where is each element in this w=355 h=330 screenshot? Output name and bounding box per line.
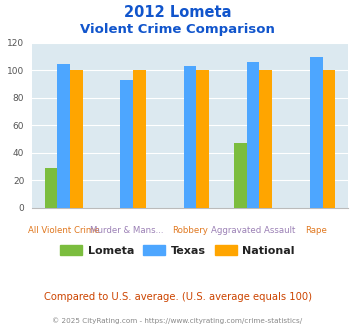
Bar <box>133 70 146 208</box>
Text: All Violent Crime: All Violent Crime <box>28 226 99 235</box>
Bar <box>45 168 57 208</box>
Bar <box>70 70 82 208</box>
Text: Robbery: Robbery <box>172 226 208 235</box>
Bar <box>184 66 196 208</box>
Bar <box>247 62 260 208</box>
Legend: Lometa, Texas, National: Lometa, Texas, National <box>56 240 299 260</box>
Text: © 2025 CityRating.com - https://www.cityrating.com/crime-statistics/: © 2025 CityRating.com - https://www.city… <box>53 317 302 324</box>
Text: Rape: Rape <box>305 226 327 235</box>
Text: Compared to U.S. average. (U.S. average equals 100): Compared to U.S. average. (U.S. average … <box>44 292 311 302</box>
Text: Violent Crime Comparison: Violent Crime Comparison <box>80 23 275 36</box>
Bar <box>120 80 133 208</box>
Bar <box>234 143 247 208</box>
Bar <box>323 70 335 208</box>
Bar <box>57 63 70 208</box>
Text: Aggravated Assault: Aggravated Assault <box>211 226 295 235</box>
Text: 2012 Lometa: 2012 Lometa <box>124 5 231 20</box>
Bar <box>196 70 209 208</box>
Text: Murder & Mans...: Murder & Mans... <box>90 226 164 235</box>
Bar <box>310 57 323 208</box>
Bar <box>260 70 272 208</box>
